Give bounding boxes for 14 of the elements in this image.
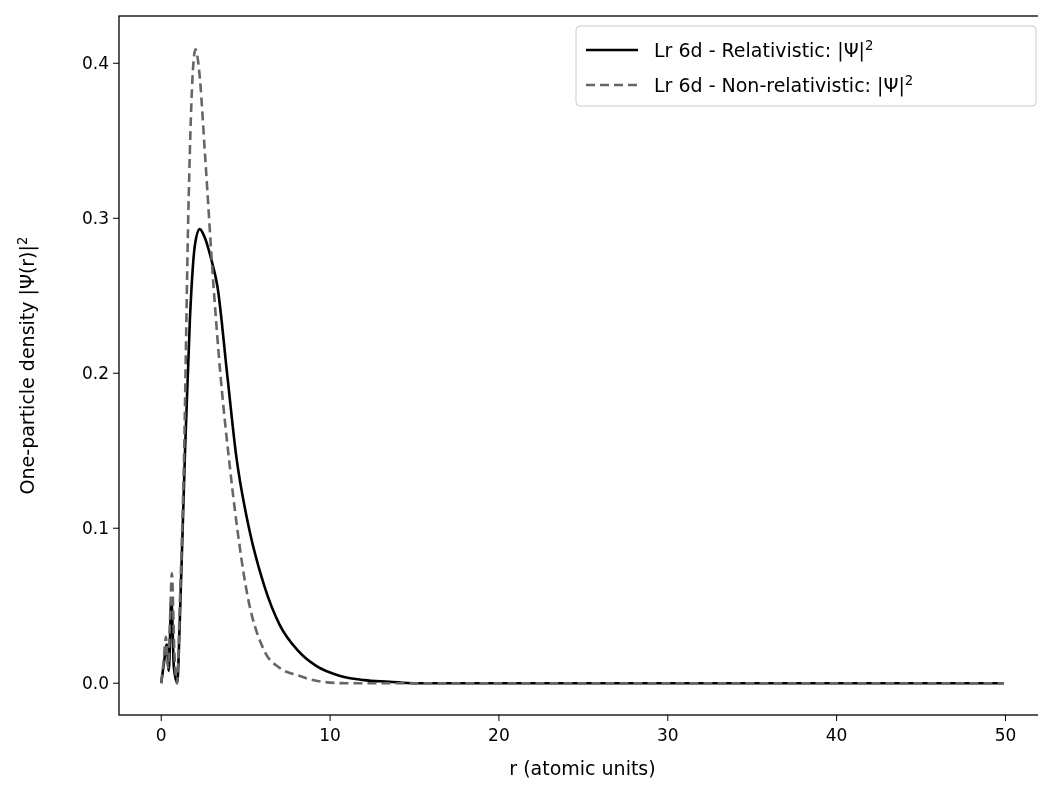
x-axis-title: r (atomic units) [509,757,656,779]
y-tick-label: 0.2 [81,363,109,384]
x-tick-label: 10 [319,725,341,745]
x-tick-label: 50 [994,725,1017,745]
y-tick-label: 0.4 [81,53,109,74]
x-tick-label: 0 [155,725,167,745]
legend-label: Lr 6d - Non-relativistic: |Ψ|$^{2}$ [654,72,914,97]
y-tick-label: 0.0 [81,673,109,694]
y-tick-label: 0.3 [81,208,109,229]
x-tick-label: 40 [825,725,848,745]
x-tick-label: 20 [488,725,510,745]
y-tick-label: 0.1 [81,518,109,539]
legend-label: Lr 6d - Relativistic: |Ψ|$^{2}$ [654,37,874,62]
x-tick-label: 30 [656,725,679,745]
